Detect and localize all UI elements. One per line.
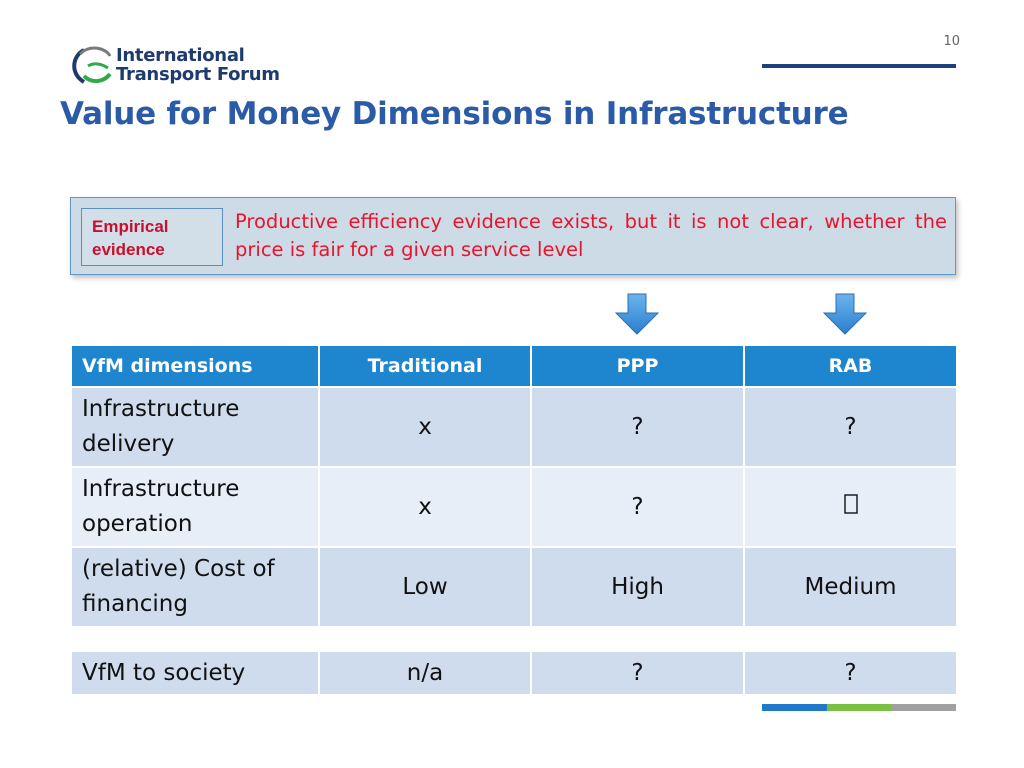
table-row: VfM to society n/a ? ? [70,650,958,696]
header-vfm-dimensions: VfM dimensions [70,344,320,388]
page-title: Value for Money Dimensions in Infrastruc… [60,96,849,132]
bottom-color-bar [762,704,957,711]
header-rab: RAB [743,344,958,388]
cell-ppp: High [530,546,745,628]
row-dimension-line2: delivery [82,431,175,457]
evidence-label-line2: evidence [92,240,165,259]
cell-traditional: n/a [318,650,532,696]
cell-rab [743,466,958,548]
page-number: 10 [943,34,960,49]
row-dimension: VfM to society [70,650,320,696]
table-row: Infrastructure delivery x ? ? [70,386,958,468]
header-traditional: Traditional [318,344,532,388]
society-table: VfM to society n/a ? ? [70,650,958,696]
evidence-box: Empirical evidence Productive efficiency… [70,197,956,275]
row-dimension: Infrastructure operation [70,466,320,548]
logo-text: International Transport Forum [116,46,280,84]
row-dimension: Infrastructure delivery [70,386,320,468]
missing-glyph-icon [843,494,858,514]
vfm-table: VfM dimensions Traditional PPP RAB Infra… [70,344,958,628]
header-ppp: PPP [530,344,745,388]
bar-segment-blue [762,704,827,711]
evidence-label: Empirical evidence [81,208,223,266]
cell-ppp: ? [530,650,745,696]
evidence-label-line1: Empirical [92,217,169,236]
cell-ppp: ? [530,386,745,468]
down-arrow-icon [822,293,868,335]
table-row: (relative) Cost of financing Low High Me… [70,546,958,628]
table-header-row: VfM dimensions Traditional PPP RAB [70,344,958,388]
cell-traditional: x [318,386,532,468]
row-dimension-line2: operation [82,511,193,537]
table-row: Infrastructure operation x ? [70,466,958,548]
cell-ppp: ? [530,466,745,548]
logo-line2: Transport Forum [116,64,280,85]
bar-segment-gray [891,704,957,711]
evidence-text: Productive efficiency evidence exists, b… [235,210,947,261]
itf-logo [72,46,112,84]
row-dimension-line1: Infrastructure [82,396,240,422]
row-dimension-line1: (relative) Cost of [82,556,275,582]
top-rule [762,64,956,68]
bar-segment-green [826,704,892,711]
down-arrow-icon [614,293,660,335]
cell-rab: ? [743,386,958,468]
logo-line1: International [116,45,245,66]
cell-rab: ? [743,650,958,696]
cell-traditional: x [318,466,532,548]
row-dimension-line1: Infrastructure [82,476,240,502]
cell-rab: Medium [743,546,958,628]
row-dimension-line2: financing [82,591,188,617]
cell-traditional: Low [318,546,532,628]
row-dimension: (relative) Cost of financing [70,546,320,628]
